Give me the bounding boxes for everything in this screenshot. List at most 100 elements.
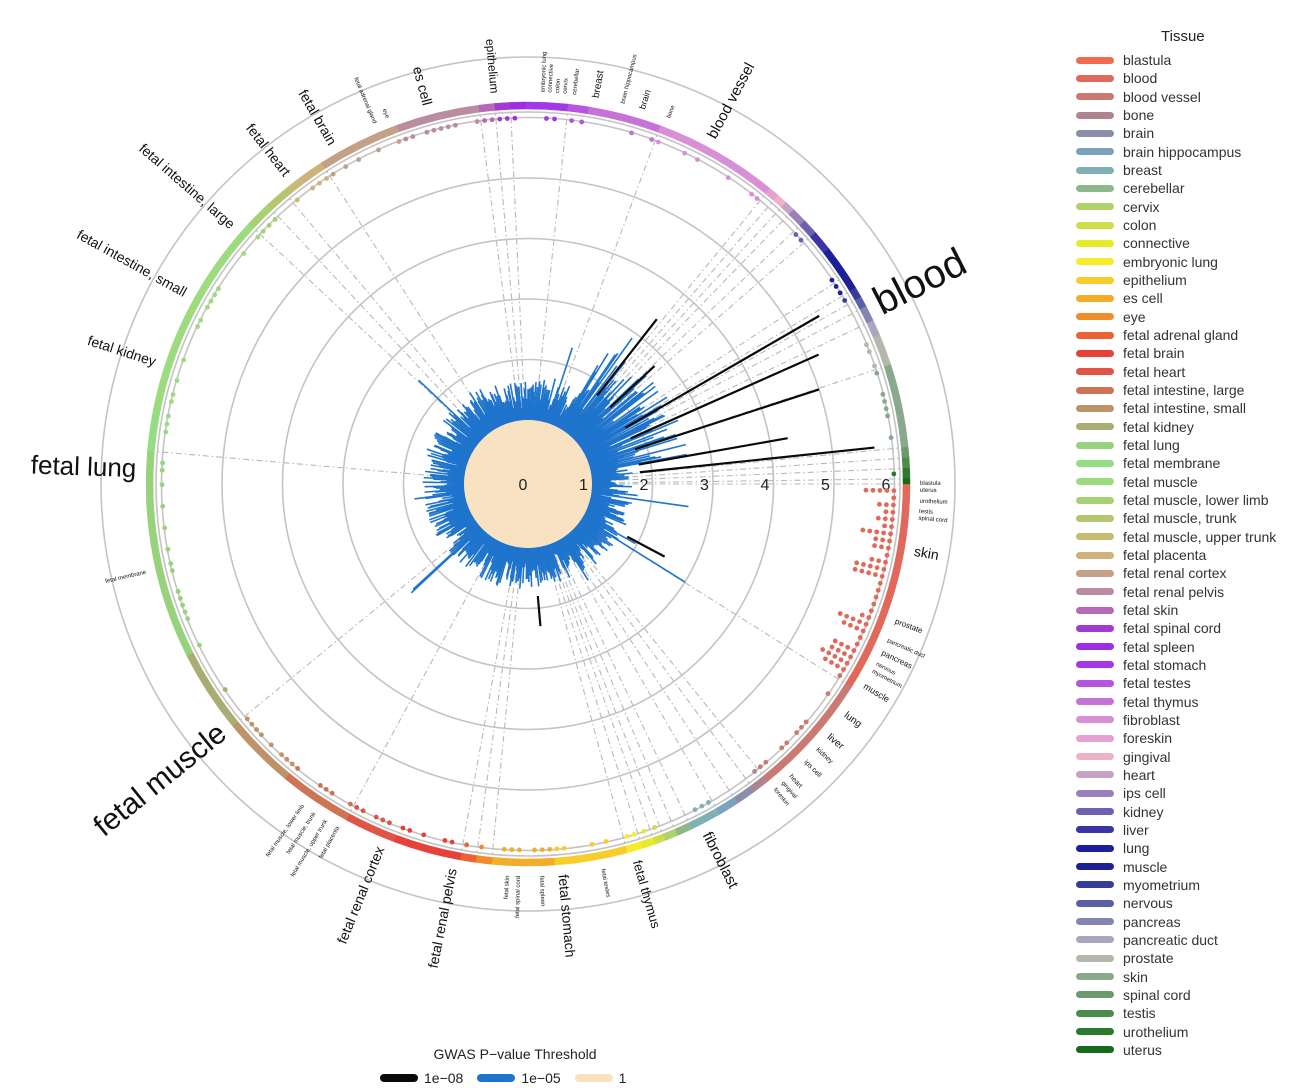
- arc-label: spinal cord: [918, 516, 947, 525]
- legend-label: heart: [1123, 766, 1155, 783]
- radial-tick-label: 6: [882, 477, 891, 494]
- sector-spokes: [157, 112, 900, 855]
- sector-spoke: [494, 113, 523, 421]
- tissue-arc: [715, 797, 739, 815]
- tissue-dot: [198, 317, 204, 323]
- tissue-arc: [475, 855, 493, 865]
- threshold-swatch: [380, 1074, 418, 1082]
- tissue-dot: [826, 650, 832, 656]
- tissue-dot: [879, 573, 885, 579]
- radial-tick-label: 3: [700, 477, 709, 494]
- tissue-dot: [360, 808, 366, 814]
- arc-label: fetal intestine, small: [74, 226, 189, 300]
- legend-label: pancreatic duct: [1123, 931, 1218, 948]
- tissue-dot: [254, 727, 259, 732]
- legend-item: cervix: [1076, 198, 1296, 216]
- sector-spoke: [574, 227, 798, 441]
- tissue-dot: [222, 687, 228, 692]
- legend-item: urothelium: [1076, 1022, 1296, 1040]
- legend-swatch: [1076, 129, 1114, 137]
- radial-tick-label: 4: [761, 477, 770, 494]
- sector-spoke: [461, 546, 518, 851]
- tissue-dot: [877, 580, 883, 586]
- tissue-dot: [838, 657, 844, 663]
- tissue-dot: [244, 716, 250, 722]
- tissue-arc: [478, 103, 496, 113]
- tissue-dot: [175, 589, 181, 594]
- legend-item: nervous: [1076, 894, 1296, 912]
- legend-item: lung: [1076, 839, 1296, 857]
- tissue-dot: [857, 635, 863, 640]
- tissue-dot: [260, 228, 266, 234]
- arc-label: skin: [913, 543, 940, 563]
- legend-swatch: [1076, 56, 1114, 64]
- tissue-dot: [517, 847, 522, 853]
- tissue-dot: [832, 653, 838, 659]
- sector-spoke: [157, 451, 465, 479]
- bar-significant: [630, 353, 820, 440]
- tissue-dot: [539, 847, 545, 853]
- sector-spoke: [255, 229, 482, 441]
- legend-item: connective: [1076, 234, 1296, 252]
- legend-label: fetal kidney: [1123, 418, 1194, 435]
- bar-significant: [639, 446, 875, 474]
- tissue-dot: [180, 602, 186, 608]
- bars: [410, 314, 875, 627]
- tissue-dot: [182, 609, 188, 615]
- radial-tick-label: 5: [821, 477, 830, 494]
- tissue-dot: [169, 399, 174, 404]
- tissue-dot: [547, 846, 553, 852]
- sector-spoke: [491, 547, 523, 855]
- tissue-arc: [901, 457, 910, 469]
- tissue-arc: [567, 103, 590, 115]
- tissue-dot: [407, 828, 413, 833]
- legend-swatch: [1076, 349, 1114, 357]
- tissue-dot: [866, 349, 872, 355]
- legend-item: fetal stomach: [1076, 656, 1296, 674]
- tissue-dot: [874, 529, 880, 535]
- arc-label: breast: [591, 69, 607, 98]
- tissue-dot: [310, 185, 316, 191]
- threshold-item: 1: [574, 1070, 626, 1086]
- arc-label: uterus: [920, 488, 937, 494]
- tissue-dot: [793, 232, 799, 237]
- tissue-dot: [165, 546, 171, 552]
- tissue-dot: [164, 421, 170, 427]
- tissue-arc: [459, 852, 477, 863]
- tissue-dot: [829, 277, 835, 283]
- legend-swatch: [1076, 863, 1114, 871]
- tissue-dot: [798, 237, 804, 243]
- tissue-dot: [872, 363, 877, 369]
- legend-label: colon: [1123, 217, 1157, 234]
- tissue-dot: [552, 116, 557, 122]
- arc-label: embryonic lung: [541, 52, 549, 93]
- legend-swatch: [1076, 258, 1114, 266]
- tissue-dot: [883, 406, 889, 412]
- tissue-dot: [763, 759, 769, 765]
- legend-label: blood: [1123, 70, 1158, 87]
- arc-label: ips cell: [802, 759, 822, 779]
- tissue-dot: [453, 122, 458, 128]
- legend-swatch: [1076, 203, 1114, 211]
- tissue-dot: [891, 471, 897, 477]
- sector-spoke: [591, 457, 900, 481]
- legend-item: foreskin: [1076, 729, 1296, 747]
- legend-label: eye: [1123, 308, 1146, 325]
- sector-spoke: [559, 539, 716, 807]
- threshold-label: 1e−08: [424, 1070, 464, 1086]
- tissue-dot: [891, 495, 897, 501]
- tissue-dot: [887, 538, 892, 544]
- tissue-dot: [163, 429, 169, 435]
- tissue-dot: [866, 570, 872, 576]
- sector-spoke: [565, 535, 750, 784]
- legend-item: embryonic lung: [1076, 253, 1296, 271]
- arc-label: fetal brain: [295, 87, 340, 148]
- grid-circle: [342, 298, 714, 670]
- tissue-dot: [867, 528, 873, 534]
- legend-item: fetal brain: [1076, 344, 1296, 362]
- tissue-dot: [799, 724, 804, 730]
- sector-spoke: [568, 195, 765, 435]
- tissue-dot: [752, 769, 757, 774]
- bar-significant: [596, 318, 658, 397]
- legend-item: blood vessel: [1076, 88, 1296, 106]
